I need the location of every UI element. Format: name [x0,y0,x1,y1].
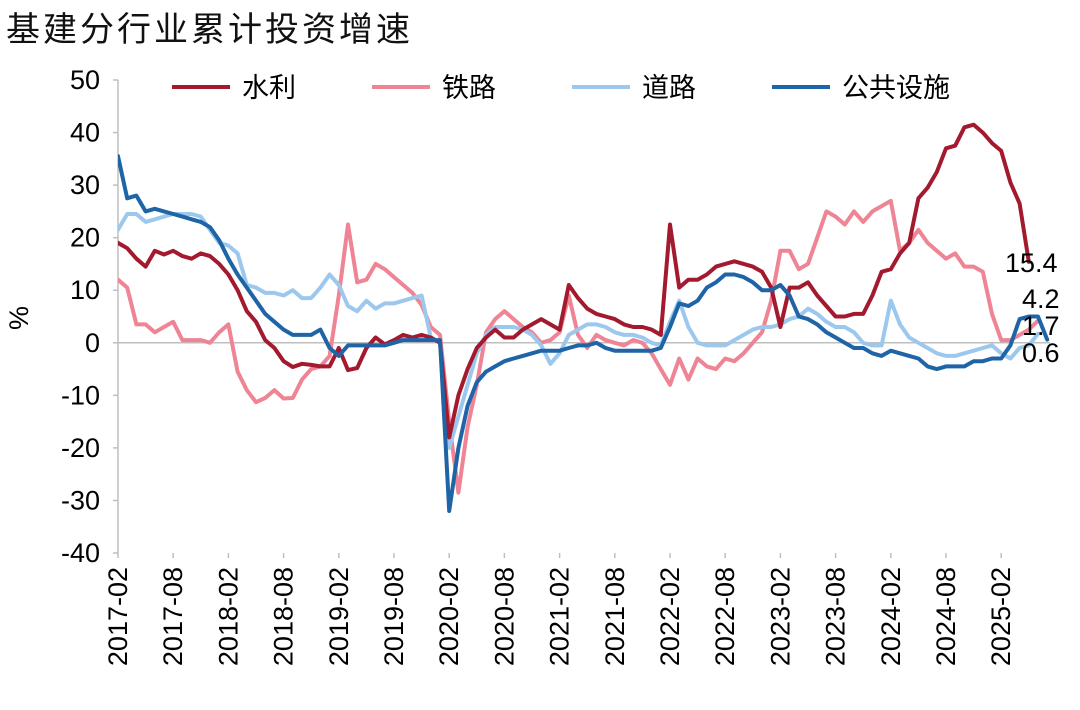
y-tick-label: -10 [61,380,100,410]
x-tick-label: 2025-02 [986,567,1016,666]
chart-legend: 水利 铁路 道路 公共设施 [172,73,950,104]
x-tick-label: 2022-02 [655,567,685,666]
x-tick-label: 2017-02 [103,567,133,666]
y-tick-label: 10 [70,275,100,305]
chart-title: 基建分行业累计投资增速 [6,10,413,50]
x-tick-label: 2024-08 [931,567,961,666]
x-tick-label: 2023-02 [765,567,795,666]
end-labels: 15.4 4.21.70.6 [1005,248,1060,368]
x-tick-label: 2021-02 [545,567,575,666]
series-line-3 [118,154,1050,513]
x-tick-label: 2021-08 [600,567,630,666]
x-tick-label: 2020-08 [489,567,519,666]
x-tick-label: 2023-08 [821,567,851,666]
y-tick-label: 50 [70,65,100,95]
series-line-0 [118,122,1031,440]
x-tick-label: 2018-02 [213,567,243,666]
legend-label: 公共设施 [842,73,950,104]
y-tick-label: -30 [61,485,100,515]
plot-area [118,122,1050,513]
end-value-label: 4.2 [1022,284,1060,314]
legend-label: 道路 [642,73,696,104]
series-line-2 [118,212,1040,450]
x-tick-label: 2017-08 [158,567,188,666]
end-value-label: 15.4 [1005,248,1058,278]
end-value-label: 0.6 [1022,338,1060,368]
x-tick-label: 2019-08 [379,567,409,666]
y-tick-label: 20 [70,223,100,253]
y-tick-label: 40 [70,118,100,148]
end-value-label: 1.7 [1022,311,1060,341]
x-tick-label: 2019-02 [324,567,354,666]
x-tick-label: 2018-08 [269,567,299,666]
series-line-1 [118,198,1040,495]
y-tick-label: -20 [61,433,100,463]
x-tick-label: 2020-02 [434,567,464,666]
legend-label: 水利 [242,73,296,104]
y-tick-label: 30 [70,170,100,200]
legend-label: 铁路 [442,73,496,104]
y-tick-label: -40 [61,538,100,568]
x-tick-label: 2022-08 [710,567,740,666]
x-tick-label: 2024-02 [876,567,906,666]
y-tick-label: 0 [85,328,100,358]
y-axis-label: % [4,306,34,330]
